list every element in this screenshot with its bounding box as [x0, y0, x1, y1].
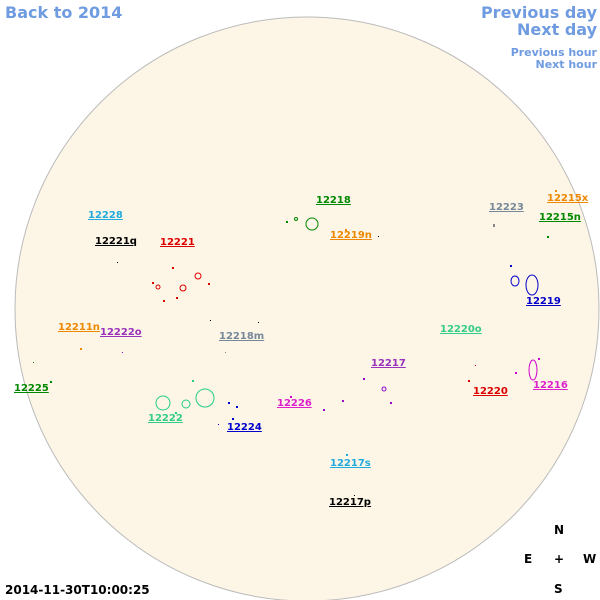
region-label[interactable]: 12222o: [100, 327, 142, 338]
region-label[interactable]: 12226: [277, 398, 312, 409]
region-label[interactable]: 12219: [526, 296, 561, 307]
region-label[interactable]: 12228: [88, 210, 123, 221]
region-label[interactable]: 12221q: [95, 236, 137, 247]
sunspots: [155, 217, 539, 411]
next-hour-link[interactable]: Next hour: [535, 58, 598, 71]
back-year-link[interactable]: Back to 2014: [5, 3, 123, 22]
region-label[interactable]: 12222: [148, 413, 183, 424]
region-label[interactable]: 12219n: [330, 230, 372, 241]
region-label[interactable]: 12217: [371, 358, 406, 369]
region-label[interactable]: 12218m: [219, 331, 265, 342]
compass-north: N: [554, 523, 565, 537]
next-day-link[interactable]: Next day: [517, 20, 597, 39]
timestamp: 2014-11-30T10:00:25: [5, 583, 150, 597]
region-label[interactable]: 12225: [14, 383, 49, 394]
previous-hour-link[interactable]: Previous hour: [510, 46, 597, 59]
previous-day-link[interactable]: Previous day: [480, 3, 597, 22]
compass-west: W: [583, 552, 597, 566]
region-label[interactable]: 12220: [473, 386, 508, 397]
region-label[interactable]: 12211n: [58, 322, 100, 333]
region-label[interactable]: 12217p: [329, 497, 371, 508]
region-label[interactable]: 12215n: [539, 212, 581, 223]
region-label[interactable]: 12215x: [547, 193, 589, 204]
solar-disk: [14, 16, 600, 600]
sunspot-dots: [33, 190, 557, 496]
region-label[interactable]: 12223: [489, 202, 524, 213]
compass-center: +: [554, 552, 565, 566]
region-label[interactable]: 12224: [227, 422, 262, 433]
region-label[interactable]: 12217s: [330, 458, 371, 469]
region-label[interactable]: 12221: [160, 237, 195, 248]
compass-east: E: [524, 552, 533, 566]
region-label[interactable]: 12216: [533, 380, 568, 391]
compass-south: S: [554, 582, 563, 596]
region-label[interactable]: 12220o: [440, 324, 482, 335]
region-label[interactable]: 12218: [316, 195, 351, 206]
